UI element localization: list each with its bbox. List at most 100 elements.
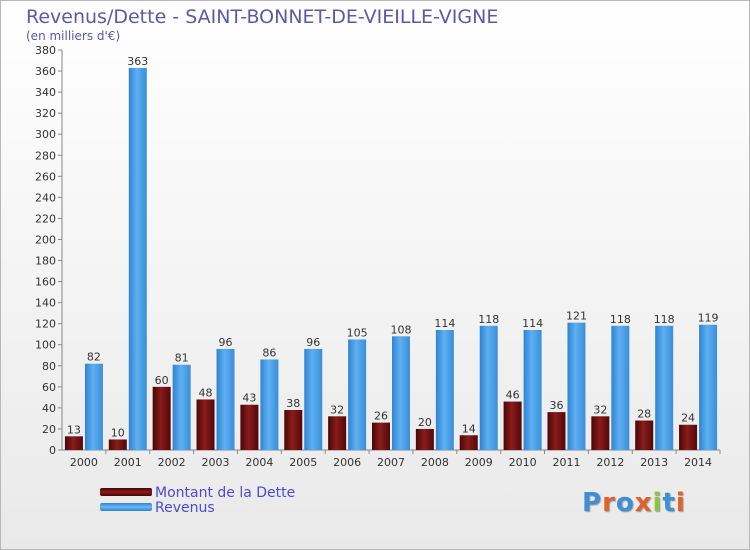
data-label-dette: 32 [593,403,607,416]
x-tick-label: 2012 [596,456,624,469]
bar-dette [240,404,259,450]
data-label-dette: 38 [286,397,300,410]
bar-revenus [348,339,367,450]
data-label-revenus: 118 [478,313,499,326]
bar-revenus [304,348,323,450]
y-tick-label: 260 [35,170,56,183]
data-label-dette: 14 [462,422,476,435]
data-label-revenus: 114 [522,317,543,330]
data-label-dette: 46 [506,389,520,402]
data-label-revenus: 121 [566,310,587,323]
data-label-dette: 26 [374,410,388,423]
data-label-dette: 60 [155,374,169,387]
bar-dette [196,399,215,450]
legend-swatch-revenus [100,503,152,511]
data-label-revenus: 108 [391,323,412,336]
data-label-revenus: 81 [175,352,189,365]
bar-dette [284,410,303,450]
y-tick-label: 380 [35,44,56,57]
y-tick-label: 40 [42,402,56,415]
data-label-dette: 24 [681,412,695,425]
y-tick-label: 100 [35,339,56,352]
x-tick-label: 2000 [70,456,98,469]
data-label-dette: 43 [242,392,256,405]
x-tick-label: 2008 [421,456,449,469]
data-label-revenus: 114 [434,317,455,330]
data-label-dette: 48 [199,386,213,399]
y-tick-label: 140 [35,297,56,310]
bar-revenus [699,324,718,450]
bar-revenus [611,325,630,450]
bar-revenus [128,67,147,450]
y-tick-label: 60 [42,381,56,394]
y-tick-label: 320 [35,107,56,120]
bar-revenus [435,330,454,450]
data-label-revenus: 118 [610,313,631,326]
legend-label-dette: Montant de la Dette [155,485,296,501]
x-tick-label: 2006 [333,456,361,469]
bar-revenus [479,325,498,450]
chart-subtitle: (en milliers d'€) [26,29,121,43]
x-tick-label: 2007 [377,456,405,469]
y-tick-label: 120 [35,318,56,331]
y-tick-label: 20 [42,423,56,436]
data-label-revenus: 118 [654,313,675,326]
x-tick-label: 2011 [552,456,580,469]
data-label-revenus: 363 [127,55,148,68]
data-label-revenus: 105 [347,326,368,339]
data-label-revenus: 96 [219,336,233,349]
y-tick-label: 360 [35,65,56,78]
bar-dette [415,428,434,450]
bar-dette [108,439,127,450]
y-tick-label: 220 [35,212,56,225]
bar-dette [328,416,347,450]
bar-revenus [84,363,103,450]
legend-label-revenus: Revenus [155,500,215,516]
data-label-dette: 20 [418,416,432,429]
x-tick-label: 2002 [158,456,186,469]
bar-revenus [523,330,542,450]
data-label-revenus: 119 [698,312,719,325]
bar-revenus [172,364,191,450]
y-tick-label: 340 [35,86,56,99]
y-tick-label: 200 [35,233,56,246]
bar-dette [547,412,566,450]
x-tick-label: 2003 [202,456,230,469]
x-tick-label: 2014 [684,456,712,469]
bar-dette [372,422,390,450]
y-tick-label: 80 [42,360,56,373]
x-tick-label: 2010 [509,456,537,469]
data-label-dette: 10 [111,426,125,439]
data-label-dette: 13 [67,423,81,436]
data-label-revenus: 96 [306,336,320,349]
bar-revenus [655,325,674,450]
y-tick-label: 0 [49,444,56,457]
bar-dette [152,386,171,450]
data-label-dette: 28 [637,408,651,421]
data-label-revenus: 86 [262,346,276,359]
y-tick-label: 300 [35,128,56,141]
bar-dette [635,420,654,450]
chart-title: Revenus/Dette - SAINT-BONNET-DE-VIEILLE-… [26,6,499,28]
y-tick-label: 180 [35,255,56,268]
y-tick-label: 280 [35,149,56,162]
x-tick-label: 2005 [289,456,317,469]
x-tick-label: 2009 [465,456,493,469]
x-tick-label: 2004 [245,456,273,469]
data-label-revenus: 82 [87,351,101,364]
bar-revenus [260,359,279,450]
data-label-dette: 32 [330,403,344,416]
x-tick-label: 2013 [640,456,668,469]
bar-revenus [567,322,586,450]
x-tick-label: 2001 [114,456,142,469]
proxiti-logo: Proxiti [582,488,686,518]
y-tick-label: 160 [35,276,56,289]
bar-revenus [216,348,235,450]
bar-dette [459,435,478,450]
bar-dette [591,416,610,450]
data-label-dette: 36 [549,399,563,412]
bar-dette [679,424,698,450]
bar-dette [64,436,83,450]
